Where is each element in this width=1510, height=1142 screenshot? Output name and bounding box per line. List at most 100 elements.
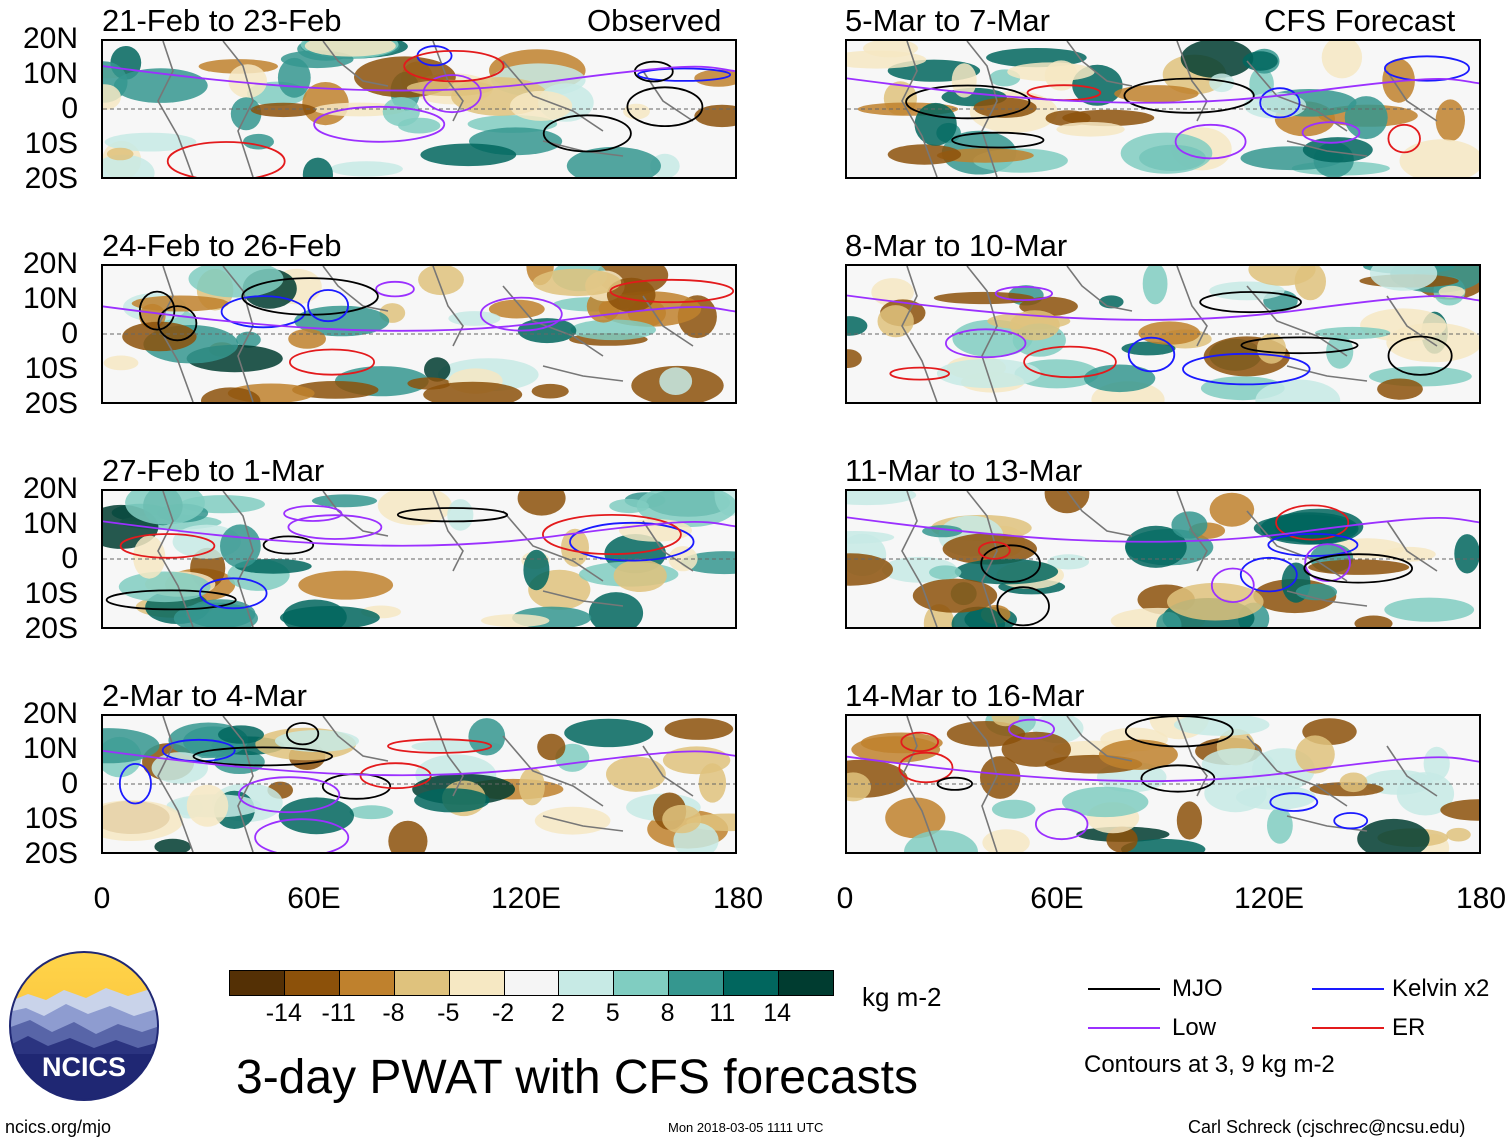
coastline (1176, 716, 1208, 797)
coastline (157, 716, 194, 852)
pwat-anomaly-blob (1125, 525, 1187, 568)
pwat-anomaly-blob (448, 311, 501, 326)
pwat-anomaly-blob (1446, 827, 1471, 842)
site-link[interactable]: ncics.org/mjo (5, 1117, 112, 1137)
colorbar-swatch (230, 971, 285, 995)
pwat-anomaly-blob (420, 143, 517, 167)
pwat-anomaly-blob (532, 268, 622, 297)
coastline (1286, 815, 1368, 832)
coastline (1066, 716, 1133, 762)
pwat-anomaly-blob (606, 756, 666, 792)
wave-contour (262, 535, 315, 555)
wave-contour (1384, 55, 1471, 82)
legend-line-kelvin (1312, 988, 1384, 990)
pwat-anomaly-blob (481, 614, 550, 627)
pwat-anomaly-blob (1248, 266, 1316, 286)
pwat-anomaly-blob (564, 718, 654, 748)
pwat-anomaly-blob (125, 491, 205, 525)
pwat-anomaly-blob (388, 820, 428, 852)
wave-contour (542, 114, 632, 153)
pwat-anomaly-blob (154, 838, 191, 852)
forecast-label: CFS Forecast (1264, 3, 1456, 38)
map-panel-fc-1 (845, 39, 1481, 179)
coastline (642, 745, 694, 797)
lat-label-10n-4: 10N (22, 732, 78, 765)
wave-contour (1267, 532, 1359, 557)
pwat-anomaly-blob (851, 736, 941, 763)
low-frequency-contour (103, 520, 735, 547)
colorbar-tick-label: -5 (437, 999, 460, 1027)
pwat-anomaly-blob (414, 788, 490, 813)
pwat-anomaly-blob (220, 524, 261, 568)
pwat-anomaly-blob (534, 806, 611, 835)
colorbar-swatch (559, 971, 615, 995)
low-frequency-contour (103, 749, 735, 777)
pwat-anomaly-blob (1423, 746, 1450, 781)
colorbar-tick-label: -8 (382, 999, 405, 1027)
map-field (103, 491, 735, 627)
pwat-anomaly-blob (1384, 597, 1475, 622)
pwat-anomaly-blob (377, 491, 452, 526)
wave-contour (1123, 77, 1255, 114)
colorbar-tick-label: 5 (605, 999, 620, 1027)
legend-label-kelvin: Kelvin x2 (1392, 975, 1490, 1002)
map-panel-obs-3 (101, 489, 737, 629)
coastline (432, 266, 464, 347)
pwat-anomaly-blob (218, 725, 264, 744)
pwat-anomaly-blob (1236, 785, 1316, 810)
wave-contour (105, 589, 237, 611)
coastline (502, 510, 604, 582)
pwat-anomaly-blob (636, 491, 735, 528)
main-title: 3-day PWAT with CFS forecasts (236, 1051, 918, 1104)
colorbar-swatch (504, 971, 560, 995)
coastline (542, 815, 624, 832)
pwat-anomaly-blob (613, 559, 667, 592)
colorbar-tick-label: 8 (660, 999, 675, 1027)
map-panel-obs-2 (101, 264, 737, 404)
coastline (642, 295, 694, 347)
pwat-anomaly-blob (537, 733, 566, 761)
map-field (847, 266, 1479, 402)
coastline (901, 41, 938, 177)
wave-contour (403, 50, 505, 83)
pwat-anomaly-blob (1249, 67, 1274, 101)
panel-title-fc-2: 8-Mar to 10-Mar (845, 228, 1068, 263)
lon-label-120e-right: 120E (1233, 882, 1305, 915)
pwat-anomaly-blob (936, 148, 1034, 163)
wave-contour (1174, 123, 1247, 160)
pwat-anomaly-blob (904, 830, 978, 852)
legend-label-er: ER (1392, 1014, 1426, 1041)
wave-contour (192, 746, 334, 767)
wave-contour (288, 348, 375, 376)
pwat-anomaly-blob (1377, 378, 1423, 400)
coastline (502, 60, 604, 132)
wave-contour (387, 738, 493, 754)
pwat-anomaly-blob (1142, 266, 1168, 305)
pwat-anomaly-blob (277, 57, 311, 98)
wave-contour (1239, 556, 1298, 593)
map-field (103, 716, 735, 852)
pwat-anomaly-blob (942, 533, 1037, 565)
pwat-anomaly-blob (518, 767, 545, 806)
lat-label-20s-3: 20S (24, 612, 78, 645)
pwat-anomaly-blob (1370, 266, 1438, 291)
pwat-anomaly-blob (1435, 99, 1465, 142)
pwat-anomaly-blob (186, 784, 229, 827)
pwat-anomaly-blob (694, 69, 735, 87)
pwat-anomaly-blob (280, 606, 380, 627)
pwat-anomaly-blob (1295, 735, 1335, 774)
map-panel-obs-4 (101, 714, 737, 854)
coastline (157, 491, 194, 627)
pwat-anomaly-blob (1120, 132, 1213, 174)
pwat-anomaly-blob (662, 804, 702, 834)
pwat-anomaly-blob (1267, 807, 1293, 844)
pwat-anomaly-blob (1255, 379, 1341, 402)
pwat-anomaly-blob (298, 570, 394, 600)
wave-contour (977, 541, 1011, 560)
wave-contour (238, 776, 341, 814)
wave-contour (1259, 87, 1301, 119)
wave-contour (1304, 543, 1351, 582)
pwat-anomaly-blob (1357, 818, 1430, 852)
pwat-anomaly-blob (912, 578, 998, 613)
lat-label-20s-1: 20S (24, 162, 78, 195)
